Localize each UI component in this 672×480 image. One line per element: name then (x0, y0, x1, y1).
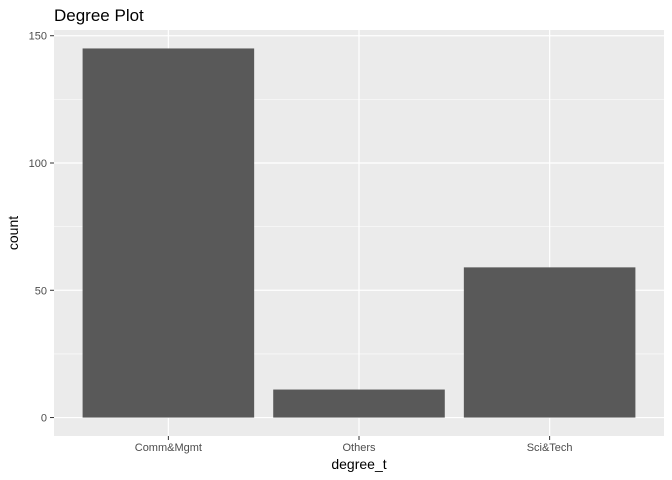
bar-others (273, 389, 445, 418)
y-tick-label: 100 (29, 158, 47, 170)
bars (82, 48, 636, 418)
bar-sci-tech (463, 267, 636, 418)
x-axis: Comm&Mgmt Others Sci&Tech (135, 436, 573, 454)
y-axis-title: count (5, 216, 21, 250)
x-tick-label: Others (342, 442, 376, 454)
x-tick-label: Comm&Mgmt (135, 442, 202, 454)
y-tick-label: 50 (35, 285, 47, 297)
y-tick-label: 150 (29, 31, 47, 43)
x-axis-title: degree_t (331, 456, 386, 472)
y-axis: 0 50 100 150 (29, 31, 54, 425)
bar-comm-mgmt (82, 48, 255, 418)
y-tick-label: 0 (41, 413, 47, 425)
chart-title: Degree Plot (54, 6, 144, 25)
x-tick-label: Sci&Tech (527, 442, 573, 454)
